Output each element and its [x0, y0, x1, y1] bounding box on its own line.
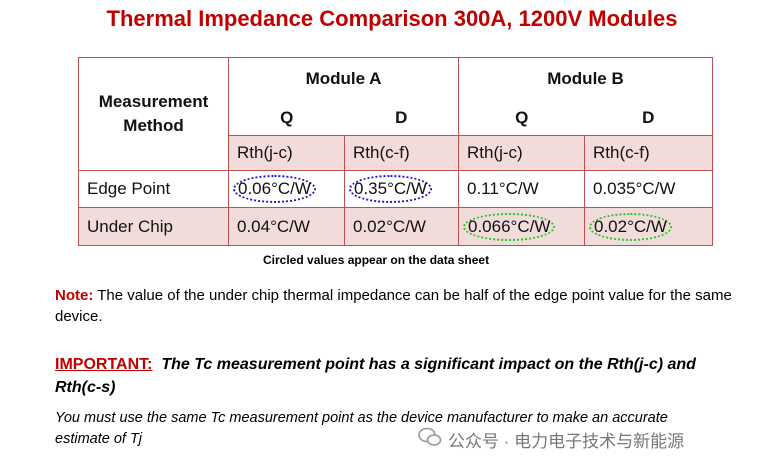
important-label: IMPORTANT:: [55, 356, 153, 373]
note: Note: The value of the under chip therma…: [55, 285, 735, 327]
cell: 0.02°C/W: [344, 207, 459, 246]
unit-cell: Rth(j-c): [228, 135, 345, 171]
value: 0.06°C/W: [233, 175, 316, 203]
comparison-table: Measurement Method Module A Module B Q D…: [78, 57, 713, 246]
value: 0.066°C/W: [463, 212, 556, 241]
value: 0.35°C/W: [349, 175, 432, 203]
cell: 0.06°C/W: [228, 170, 345, 208]
cell: 0.04°C/W: [228, 207, 345, 246]
wechat-icon: [418, 427, 442, 446]
important: IMPORTANT: The Tc measurement point has …: [55, 353, 735, 399]
footer: 公众号 · 电力电子技术与新能源: [448, 432, 685, 451]
important-text: The Tc measurement point has a significa…: [55, 356, 696, 396]
cell: 0.066°C/W: [458, 207, 585, 246]
note-text: The value of the under chip thermal impe…: [55, 287, 732, 325]
cell: 0.11°C/W: [458, 170, 585, 208]
value: 0.02°C/W: [589, 212, 672, 241]
row-label: Under Chip: [78, 207, 229, 246]
group-header: Module A: [228, 57, 459, 101]
unit-cell: Rth(c-f): [584, 135, 713, 171]
cell: 0.035°C/W: [584, 170, 713, 208]
caption: Circled values appear on the data sheet: [263, 253, 490, 267]
note-label: Note:: [55, 287, 94, 304]
cell: 0.35°C/W: [344, 170, 459, 208]
instruction: You must use the same Tc measurement poi…: [55, 410, 668, 447]
sub-header: D: [584, 100, 713, 136]
unit-cell: Rth(j-c): [458, 135, 585, 171]
corner-header: Measurement Method: [78, 57, 229, 171]
unit-cell: Rth(c-f): [344, 135, 459, 171]
title: Thermal Impedance Comparison 300A, 1200V…: [106, 6, 678, 31]
sub-header: Q: [228, 100, 345, 136]
group-header: Module B: [458, 57, 713, 101]
row-label: Edge Point: [78, 170, 229, 208]
sub-header: Q: [458, 100, 585, 136]
sub-header: D: [344, 100, 459, 136]
cell: 0.02°C/W: [584, 207, 713, 246]
